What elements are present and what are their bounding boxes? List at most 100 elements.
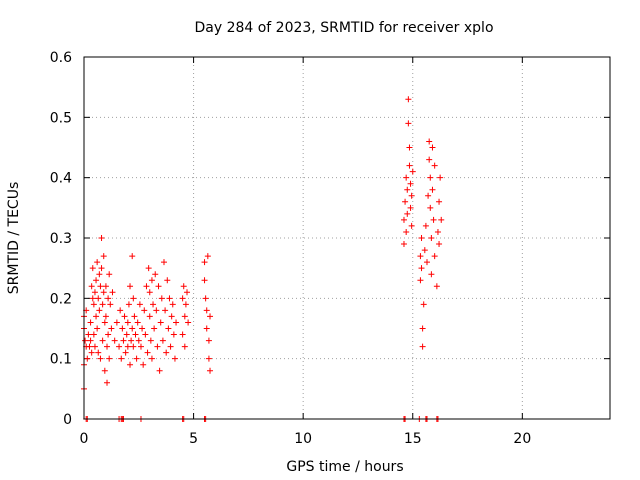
data-point (423, 259, 430, 266)
data-point (94, 259, 101, 266)
data-point (105, 331, 112, 338)
data-point (422, 222, 429, 229)
data-point (428, 235, 435, 241)
data-point (108, 325, 115, 332)
data-point (184, 289, 191, 296)
data-point (201, 277, 208, 284)
data-point (113, 319, 120, 326)
data-point (107, 301, 114, 308)
y-tick-label: 0 (63, 412, 72, 428)
data-point (130, 295, 137, 302)
data-point (428, 271, 435, 278)
data-point (173, 319, 180, 326)
data-point (102, 283, 109, 290)
data-point (127, 361, 134, 368)
data-point (205, 355, 212, 362)
data-point (109, 289, 116, 296)
data-point (436, 241, 443, 248)
x-tick-label: 15 (404, 431, 422, 447)
data-point (207, 367, 214, 374)
data-point (111, 337, 118, 344)
data-point (404, 210, 411, 217)
plot-frame (83, 56, 611, 420)
data-point (205, 337, 212, 344)
data-point (93, 313, 100, 320)
data-point (166, 295, 173, 302)
data-point (179, 331, 186, 338)
data-point (117, 307, 124, 314)
data-point (201, 259, 208, 266)
data-point (157, 319, 164, 326)
data-point (180, 283, 187, 290)
data-point (404, 186, 411, 193)
data-point (204, 253, 211, 260)
data-point (100, 289, 107, 296)
data-point (101, 319, 108, 326)
data-point (160, 259, 167, 266)
data-point (106, 355, 113, 362)
data-point (146, 313, 153, 320)
data-point (155, 283, 162, 290)
data-point (406, 144, 413, 151)
data-point (431, 162, 438, 169)
data-point (407, 180, 414, 187)
data-point (437, 174, 444, 181)
chart-title: Day 284 of 2023, SRMTID for receiver xpl… (194, 20, 493, 36)
data-point (89, 295, 96, 302)
data-point (158, 295, 165, 302)
data-point (91, 289, 98, 296)
data-point (130, 343, 137, 350)
data-point (98, 235, 105, 241)
data-point (99, 301, 106, 308)
data-point (96, 307, 103, 314)
data-point (82, 337, 89, 344)
data-point (125, 301, 132, 308)
data-point (418, 265, 425, 272)
grid (84, 57, 610, 419)
data-point (89, 265, 96, 272)
data-point (104, 379, 111, 386)
x-tick-label: 5 (189, 431, 198, 447)
data-point (88, 349, 95, 356)
data-point (135, 337, 142, 344)
data-point (87, 337, 94, 344)
data-point (145, 265, 152, 272)
data-point (163, 349, 170, 356)
data-point (133, 355, 140, 362)
data-point (95, 295, 102, 302)
data-point (171, 355, 178, 362)
data-point (168, 313, 175, 320)
data-point (403, 228, 410, 235)
data-point (97, 283, 104, 290)
data-point (406, 162, 413, 169)
data-point (407, 204, 414, 211)
data-point (147, 337, 154, 344)
y-tick-label: 0.6 (50, 50, 72, 66)
data-point (90, 301, 97, 308)
y-tick-label: 0.2 (50, 291, 72, 307)
data-point (140, 361, 147, 368)
data-point (144, 349, 151, 356)
data-point (132, 331, 139, 338)
data-point (167, 343, 174, 350)
data-point (165, 325, 172, 332)
data-point (141, 307, 148, 314)
data-point (434, 228, 441, 235)
data-point (127, 283, 134, 290)
data-point (84, 355, 91, 362)
data-point (116, 343, 123, 350)
data-point (419, 325, 426, 332)
data-point (124, 319, 131, 326)
data-point (162, 307, 169, 314)
data-point (105, 295, 112, 302)
data-point (121, 313, 128, 320)
data-point (429, 186, 436, 193)
data-point (207, 313, 214, 320)
x-axis-label: GPS time / hours (286, 459, 403, 475)
data-point (438, 216, 445, 223)
data-point (430, 216, 437, 223)
data-point (153, 307, 160, 314)
data-point (403, 174, 410, 181)
data-point (185, 319, 192, 326)
